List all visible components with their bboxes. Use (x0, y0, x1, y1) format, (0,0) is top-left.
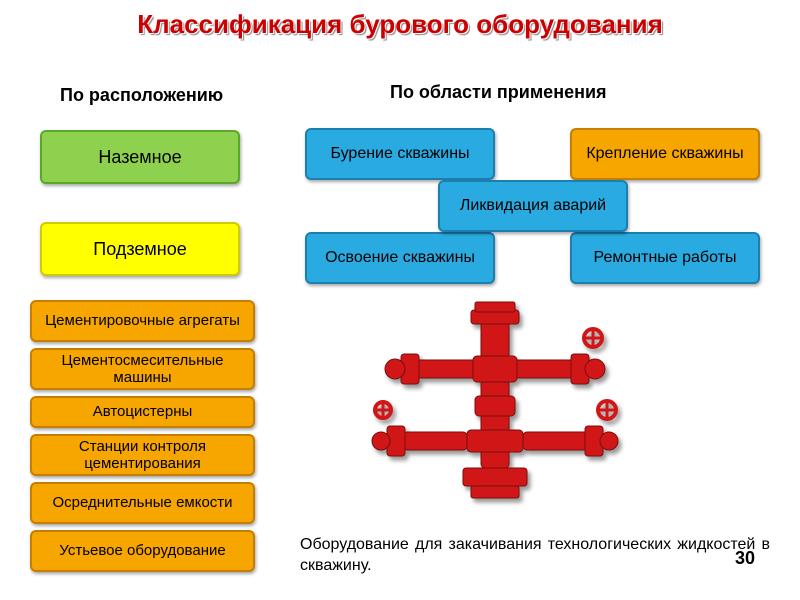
right-box-0: Бурение скважины (305, 128, 495, 180)
left-box-2: Цементировочные агрегаты (30, 300, 255, 342)
subheading-right: По области применения (390, 82, 607, 103)
left-box-6: Осреднительные емкости (30, 482, 255, 524)
left-box-1: Подземное (40, 222, 240, 276)
caption-text: Оборудование для закачивания технологиче… (300, 535, 770, 577)
page-title: Классификация бурового оборудования (0, 0, 800, 45)
right-box-1: Крепление скважины (570, 128, 760, 180)
left-box-5: Станции контроля цементирования (30, 434, 255, 476)
page-number: 30 (735, 548, 755, 569)
right-box-3: Ремонтные работы (570, 232, 760, 284)
left-box-3: Цементосмесительные машины (30, 348, 255, 390)
right-box-2: Освоение скважины (305, 232, 495, 284)
left-box-4: Автоцистерны (30, 396, 255, 428)
equipment-illustration (355, 300, 635, 520)
subheading-left: По расположению (60, 85, 223, 106)
right-box-4: Ликвидация аварий (438, 180, 628, 232)
left-box-7: Устьевое оборудование (30, 530, 255, 572)
left-box-0: Наземное (40, 130, 240, 184)
